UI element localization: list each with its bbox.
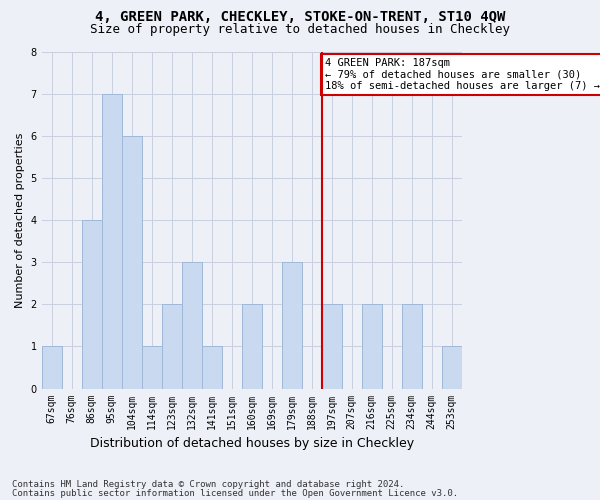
Text: Contains public sector information licensed under the Open Government Licence v3: Contains public sector information licen…: [12, 489, 458, 498]
Bar: [442, 346, 461, 389]
Bar: [242, 304, 262, 388]
Bar: [401, 304, 422, 388]
Text: 4 GREEN PARK: 187sqm
← 79% of detached houses are smaller (30)
18% of semi-detac: 4 GREEN PARK: 187sqm ← 79% of detached h…: [325, 58, 599, 91]
Bar: [122, 136, 142, 388]
Bar: [281, 262, 302, 388]
Bar: [41, 346, 62, 389]
Bar: [202, 346, 221, 389]
Text: Size of property relative to detached houses in Checkley: Size of property relative to detached ho…: [90, 22, 510, 36]
Bar: [101, 94, 122, 389]
Bar: [161, 304, 182, 388]
Text: 4, GREEN PARK, CHECKLEY, STOKE-ON-TRENT, ST10 4QW: 4, GREEN PARK, CHECKLEY, STOKE-ON-TRENT,…: [95, 10, 505, 24]
Bar: [322, 304, 341, 388]
X-axis label: Distribution of detached houses by size in Checkley: Distribution of detached houses by size …: [89, 437, 414, 450]
Bar: [182, 262, 202, 388]
Text: Contains HM Land Registry data © Crown copyright and database right 2024.: Contains HM Land Registry data © Crown c…: [12, 480, 404, 489]
Bar: [142, 346, 161, 389]
Bar: [362, 304, 382, 388]
Bar: [82, 220, 101, 388]
Y-axis label: Number of detached properties: Number of detached properties: [15, 132, 25, 308]
